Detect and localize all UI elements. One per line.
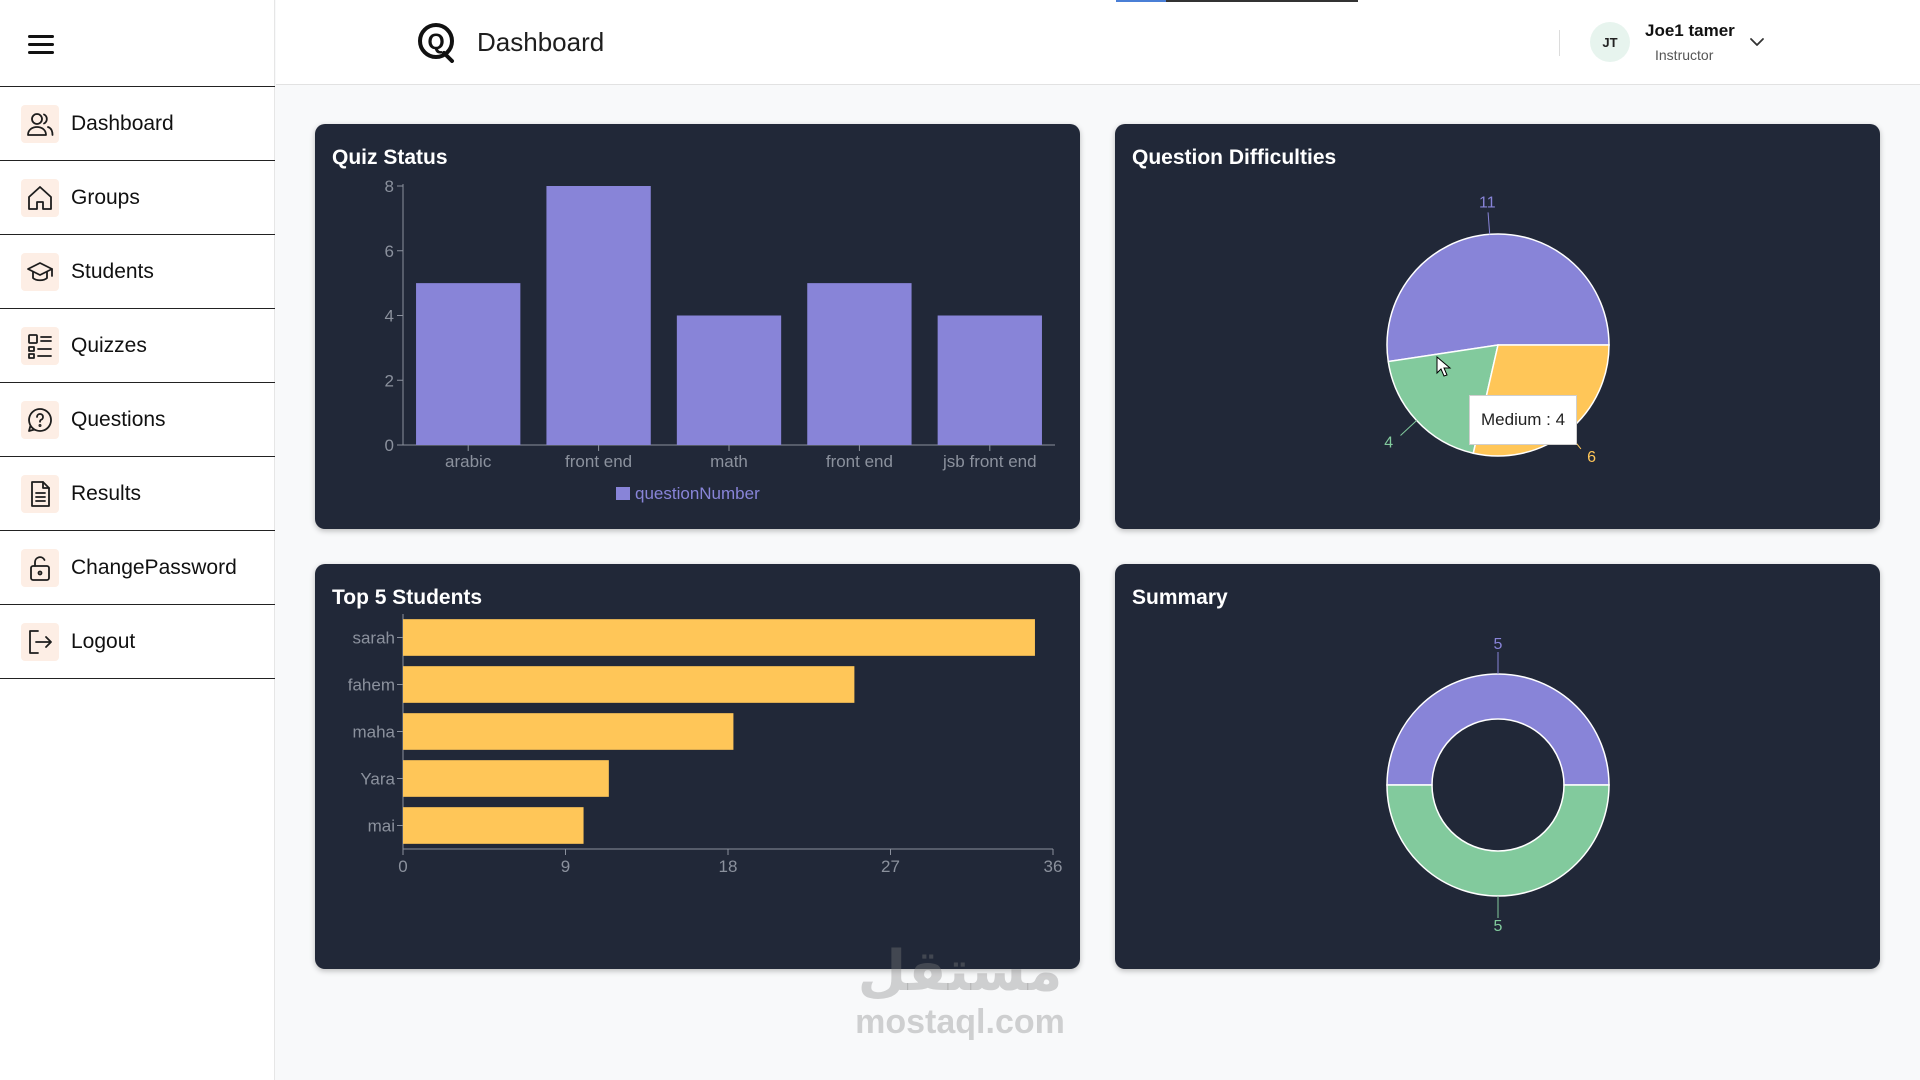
y-tick-label: fahem bbox=[348, 676, 395, 695]
top-header: Q Dashboard JT Joe1 tamer Instructor bbox=[276, 0, 1920, 85]
sidebar-item-label: Dashboard bbox=[71, 111, 174, 135]
bar bbox=[403, 666, 855, 703]
donut-value-label: 5 bbox=[1494, 636, 1503, 653]
x-tick-label: front end bbox=[565, 452, 632, 471]
users-icon bbox=[21, 104, 59, 143]
chevron-down-icon[interactable] bbox=[1748, 33, 1766, 51]
x-tick-label: front end bbox=[826, 452, 893, 471]
bar bbox=[546, 186, 651, 445]
list-icon bbox=[21, 326, 59, 365]
bar bbox=[807, 283, 912, 445]
watermark: مستقل mostaql.com bbox=[843, 942, 1077, 1042]
pie-label-line bbox=[1400, 420, 1417, 436]
sidebar-nav: Dashboard Groups Students Quizzes Questi… bbox=[0, 86, 275, 679]
question-bubble-icon bbox=[21, 400, 59, 439]
bar bbox=[937, 315, 1042, 445]
avatar[interactable]: JT bbox=[1590, 22, 1630, 62]
x-tick-label: 27 bbox=[881, 857, 900, 876]
y-tick-label: Yara bbox=[360, 770, 395, 789]
y-tick-label: 2 bbox=[385, 371, 394, 390]
donut-value-label: 5 bbox=[1494, 918, 1503, 935]
chart-tooltip: Medium : 4 bbox=[1469, 395, 1578, 445]
bar bbox=[416, 283, 521, 445]
x-tick-label: 18 bbox=[719, 857, 738, 876]
y-tick-label: sarah bbox=[352, 629, 395, 648]
question-difficulties-card: Question Difficulties 11 4 6 Medium : 4 bbox=[1115, 124, 1880, 529]
y-tick-label: maha bbox=[352, 723, 395, 742]
pie-value-label: 4 bbox=[1384, 434, 1393, 451]
bar bbox=[403, 760, 609, 797]
sidebar-item-changepassword[interactable]: ChangePassword bbox=[0, 531, 275, 605]
user-name: Joe1 tamer bbox=[1645, 21, 1735, 40]
sidebar-item-quizzes[interactable]: Quizzes bbox=[0, 309, 275, 383]
bar bbox=[403, 619, 1035, 656]
mouse-cursor-icon bbox=[1436, 356, 1452, 377]
sidebar-item-dashboard[interactable]: Dashboard bbox=[0, 87, 275, 161]
svg-text:Q: Q bbox=[427, 29, 444, 54]
home-icon bbox=[21, 178, 59, 217]
unlock-icon bbox=[21, 548, 59, 587]
card-title: Top 5 Students bbox=[332, 586, 483, 609]
quiz-status-chart: 0 2 4 6 8 arabic front end math front end jsb fro… bbox=[385, 177, 1055, 503]
sidebar-item-label: Questions bbox=[71, 407, 166, 431]
donut-slice bbox=[1386, 673, 1610, 786]
pie-label-line bbox=[1487, 212, 1491, 235]
sidebar-item-label: ChangePassword bbox=[71, 555, 237, 579]
loading-bar bbox=[1116, 0, 1358, 2]
legend-swatch bbox=[616, 487, 630, 500]
hamburger-menu-icon[interactable] bbox=[28, 33, 56, 57]
summary-donut-chart: 55 bbox=[1386, 636, 1610, 935]
bar bbox=[403, 713, 734, 750]
sidebar-item-label: Results bbox=[71, 481, 142, 505]
pie-value-label: 6 bbox=[1587, 449, 1596, 466]
donut-slice bbox=[1386, 784, 1610, 897]
x-tick-label: 9 bbox=[561, 857, 570, 876]
y-tick-label: mai bbox=[368, 817, 395, 836]
difficulties-pie-chart: 11 4 6 bbox=[1384, 194, 1610, 466]
legend-label: questionNumber bbox=[635, 484, 760, 503]
sidebar-item-label: Quizzes bbox=[71, 333, 147, 357]
top-students-card: Top 5 Students 0 9 18 27 36 sarah fahem maha Yar… bbox=[315, 564, 1080, 969]
x-tick-label: 36 bbox=[1044, 857, 1063, 876]
pie-slice bbox=[1386, 233, 1610, 363]
document-icon bbox=[21, 474, 59, 513]
top-students-bar-chart: 0 9 18 27 36 sarah fahem maha Yara mai bbox=[348, 614, 1063, 876]
y-tick-label: 4 bbox=[385, 307, 394, 326]
x-tick-label: math bbox=[710, 452, 748, 471]
y-tick-label: 6 bbox=[385, 242, 394, 261]
logout-icon bbox=[21, 622, 59, 661]
sidebar-item-label: Groups bbox=[71, 185, 140, 209]
pie-value-label: 11 bbox=[1479, 194, 1496, 211]
sidebar: Dashboard Groups Students Quizzes Questi… bbox=[0, 0, 275, 1080]
watermark-latin: mostaql.com bbox=[855, 1003, 1065, 1041]
x-tick-label: 0 bbox=[398, 857, 407, 876]
y-tick-label: 0 bbox=[385, 436, 394, 455]
bar bbox=[676, 315, 782, 445]
sidebar-item-label: Students bbox=[71, 259, 154, 283]
card-title: Question Difficulties bbox=[1132, 146, 1337, 169]
card-title: Summary bbox=[1132, 586, 1228, 609]
card-title: Quiz Status bbox=[332, 146, 448, 169]
user-role: Instructor bbox=[1655, 47, 1714, 63]
watermark-arabic: مستقل bbox=[857, 939, 1063, 1004]
x-tick-label: arabic bbox=[445, 452, 492, 471]
sidebar-item-students[interactable]: Students bbox=[0, 235, 275, 309]
sidebar-item-label: Logout bbox=[71, 629, 136, 653]
quiz-status-card: Quiz Status 0 2 4 6 8 arabic front end math fron… bbox=[315, 124, 1080, 529]
sidebar-item-groups[interactable]: Groups bbox=[0, 161, 275, 235]
y-tick-label: 8 bbox=[385, 177, 394, 196]
sidebar-item-logout[interactable]: Logout bbox=[0, 605, 275, 679]
header-divider bbox=[1559, 30, 1560, 56]
sidebar-item-results[interactable]: Results bbox=[0, 457, 275, 531]
quiz-logo-icon: Q bbox=[418, 23, 454, 63]
sidebar-item-questions[interactable]: Questions bbox=[0, 383, 275, 457]
page-title: Dashboard bbox=[477, 27, 605, 57]
x-tick-label: jsb front end bbox=[942, 452, 1037, 471]
bar bbox=[403, 807, 584, 844]
graduation-cap-icon bbox=[21, 252, 59, 291]
